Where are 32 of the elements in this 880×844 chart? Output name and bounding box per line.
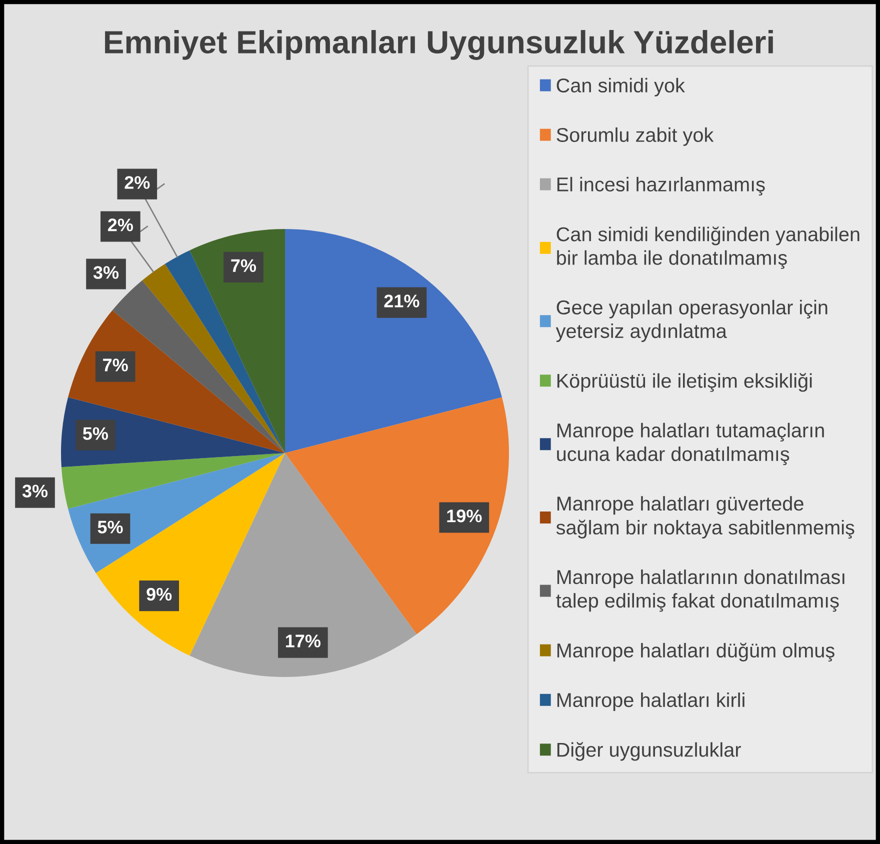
data-label: 21% [384,294,420,308]
legend-label: Manrope halatları düğüm olmuş [557,642,834,662]
legend-label: El incesi hazırlanmamış [557,176,765,196]
pie-slice [68,310,285,453]
data-label: 5% [82,427,108,440]
pie-slice [190,453,417,677]
pie-slice [285,397,509,634]
legend-label: Can simidi yok [556,78,685,96]
pie-slice [96,453,285,656]
data-label: 9% [146,588,172,601]
legend-label: Diğer uygunsuzluklar [557,742,741,761]
legend-label: Sorumlu zabit yok [556,127,714,146]
data-label: 2% [108,218,133,232]
data-label: 7% [103,358,128,372]
data-label: 17% [286,634,321,648]
data-label: 3% [93,266,119,279]
legend-label: Can simidi kendiliğinden yanabilen bir lamba ile donatılmamış [556,226,860,269]
chart-title: Emniyet Ekipmanları Uygunsuzluk Yüzdeleri [105,30,773,60]
pie-slice [164,250,285,453]
data-label: 7% [231,259,256,272]
pie-slice [61,453,285,509]
data-label: 5% [98,520,123,534]
pie-slice [285,229,502,453]
legend-label: Manrope halatları tutamaçların ucuna kadar donatılmamış [557,422,824,466]
legend-label: Manrope halatlarının donatılması talep edilmiş fakat donatılmamış [556,570,844,612]
legend-label: Manrope halatları kirli [557,692,744,712]
data-label: 3% [22,484,48,498]
data-label: 19% [447,510,482,522]
data-label: 2% [124,176,150,189]
legend-label: Köprüüstü ile iletişim eksikliği [557,373,812,392]
legend-label: Gece yapılan operasyonlar için yetersiz aydınlatma [556,300,828,342]
legend-label: Manrope halatları güvertede sağlam bir noktaya sabitlenmemiş [556,496,854,539]
